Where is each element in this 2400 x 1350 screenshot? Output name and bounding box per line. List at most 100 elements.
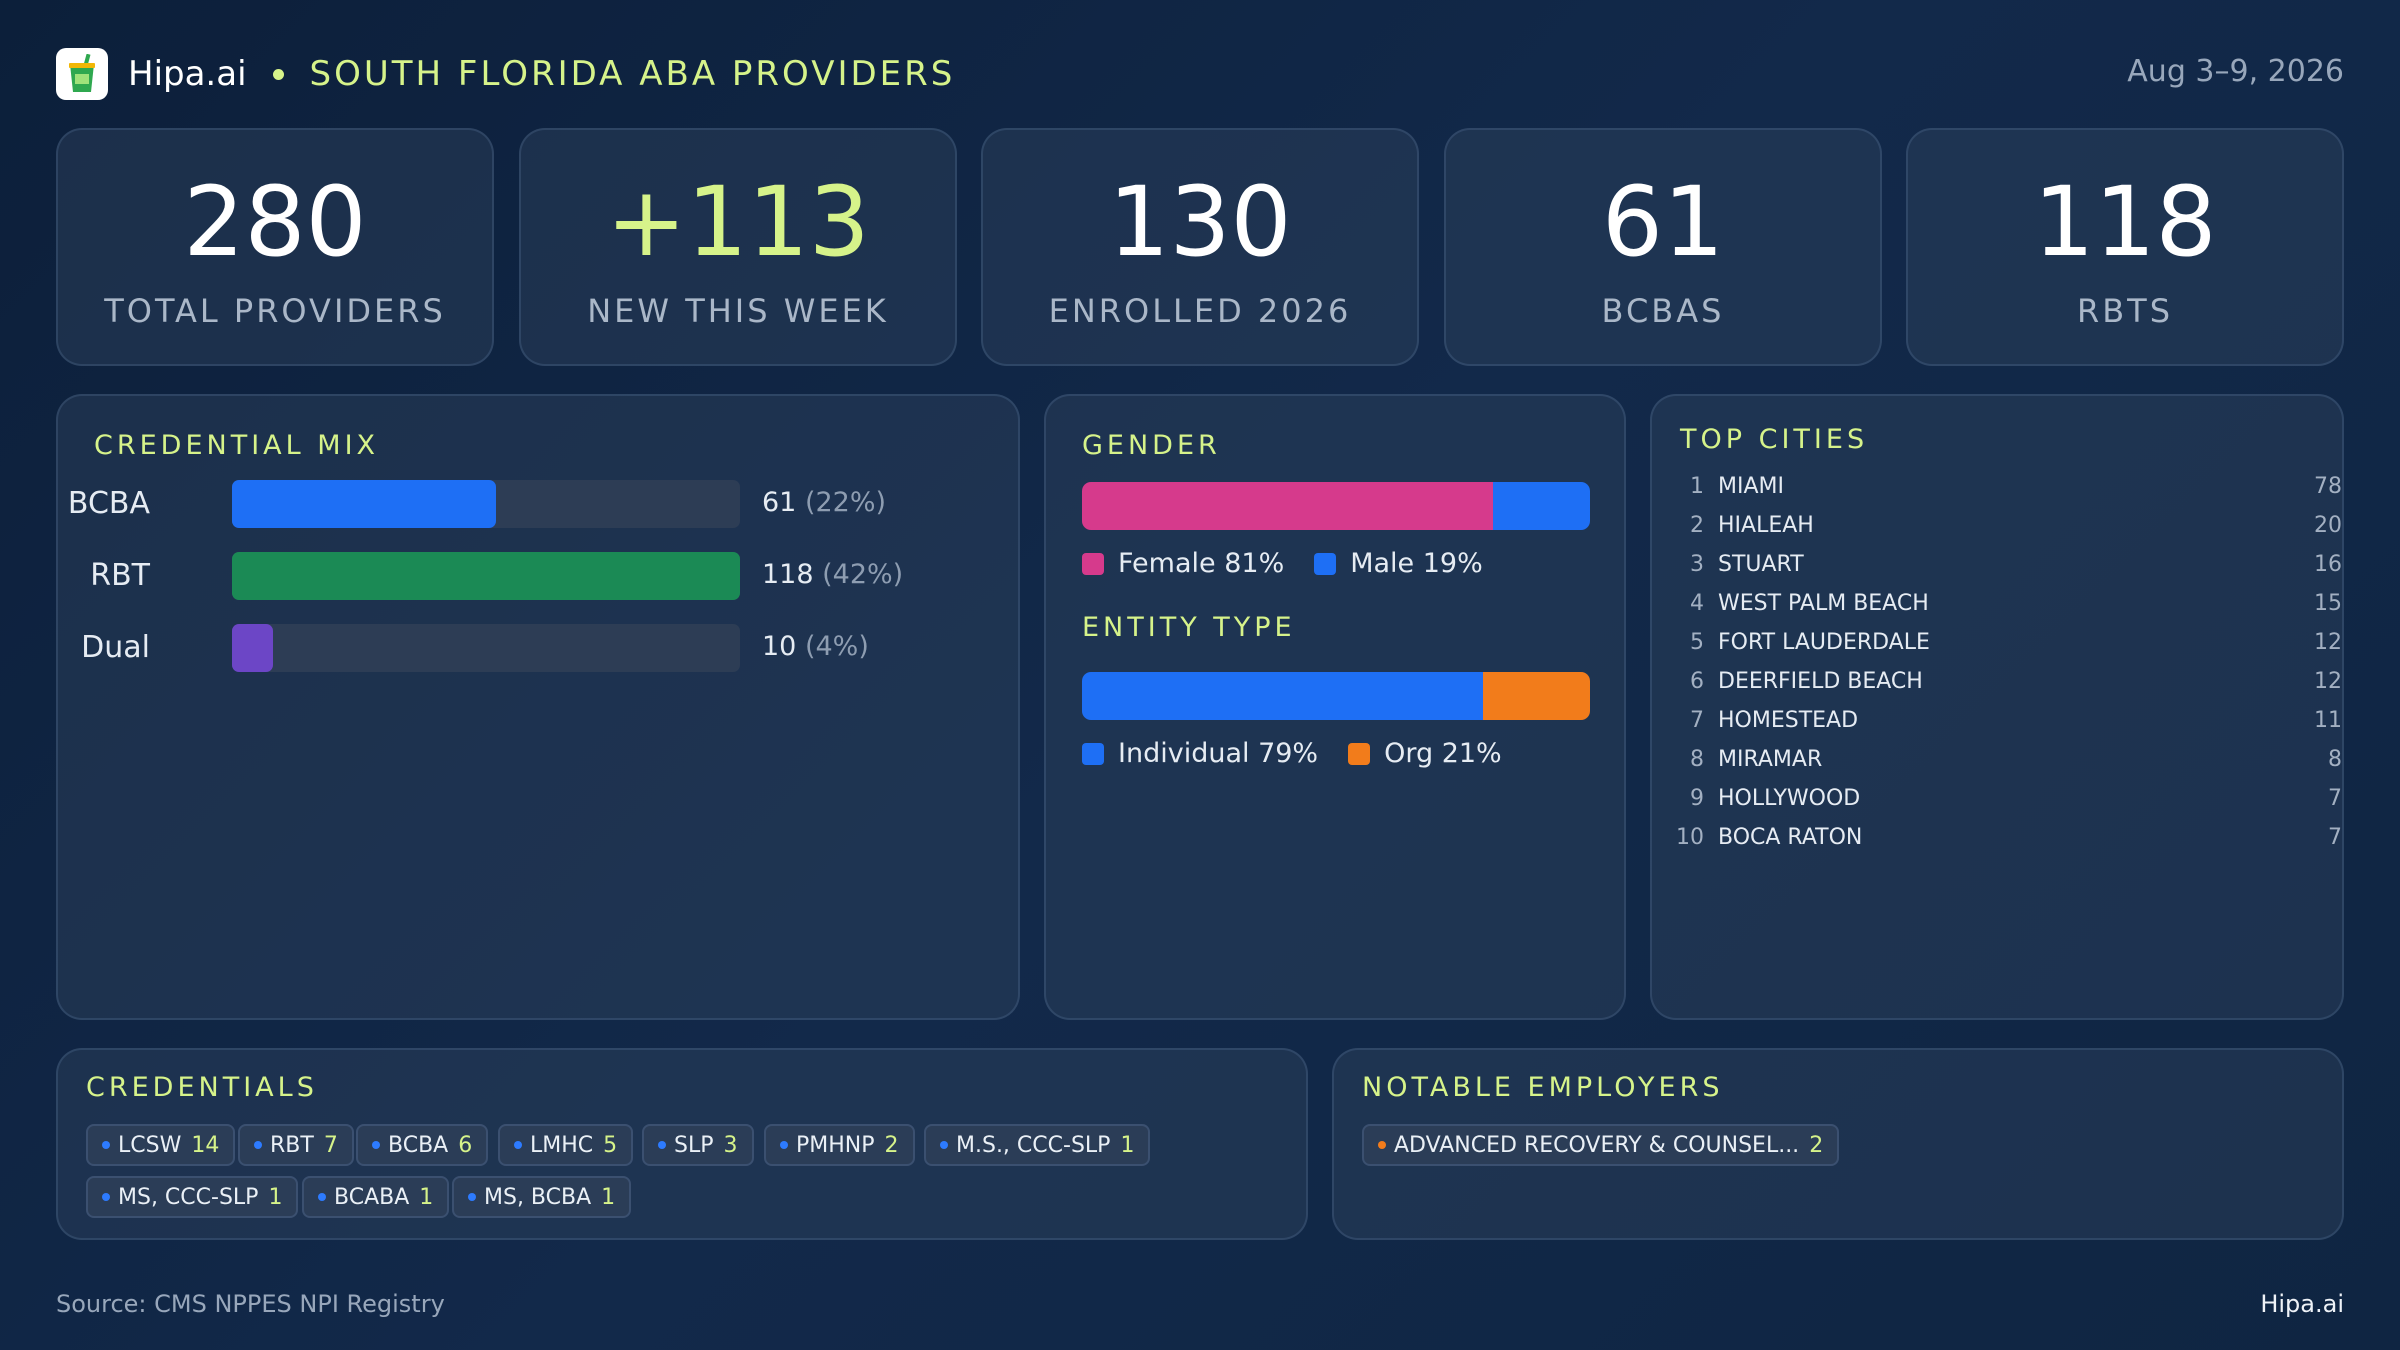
gender-stacked-bar xyxy=(1082,482,1590,530)
chip-dot-icon xyxy=(514,1141,522,1149)
chip-dot-icon xyxy=(318,1193,326,1201)
chip-label: MS, CCC-SLP xyxy=(118,1184,259,1210)
chip-dot-icon xyxy=(102,1141,110,1149)
entity-stacked-bar xyxy=(1082,672,1590,720)
credential-chip[interactable]: LMHC 5 xyxy=(498,1124,634,1166)
kpi-label: NEW THIS WEEK xyxy=(587,292,889,330)
chip-dot-icon xyxy=(468,1193,476,1201)
legend-label-individual: Individual 79% xyxy=(1118,738,1319,769)
city-rank: 10 xyxy=(1676,825,1704,850)
panel-title: NOTABLE EMPLOYERS xyxy=(1362,1072,1724,1103)
chip-label: LMHC xyxy=(530,1132,594,1158)
city-count: 12 xyxy=(2314,630,2342,655)
employer-chip[interactable]: ADVANCED RECOVERY & COUNSEL... 2 xyxy=(1362,1124,1840,1166)
bar-fill xyxy=(232,480,497,528)
chip-dot-icon xyxy=(940,1141,948,1149)
city-name: WEST PALM BEACH xyxy=(1718,591,1929,616)
credential-chip[interactable]: MS, CCC-SLP 1 xyxy=(86,1176,299,1218)
city-count: 20 xyxy=(2314,513,2342,538)
city-name: DEERFIELD BEACH xyxy=(1718,669,1923,694)
bar-label: Dual xyxy=(81,630,150,665)
city-count: 78 xyxy=(2314,474,2342,499)
city-count: 7 xyxy=(2328,786,2342,811)
chip-dot-icon xyxy=(372,1141,380,1149)
bar-track xyxy=(232,552,740,600)
kpi-value: +113 xyxy=(606,166,870,278)
city-rank: 6 xyxy=(1690,669,1704,694)
credential-chip[interactable]: MS, BCBA 1 xyxy=(452,1176,632,1218)
chip-count: 5 xyxy=(603,1132,618,1158)
chip-label: BCABA xyxy=(334,1184,410,1210)
chip-count: 2 xyxy=(1809,1132,1824,1158)
bar-label: RBT xyxy=(90,558,150,593)
chip-count: 3 xyxy=(723,1132,738,1158)
kpi-card-total-providers: 280 TOTAL PROVIDERS xyxy=(56,128,494,366)
chip-label: SLP xyxy=(674,1132,714,1158)
chip-count: 1 xyxy=(268,1184,283,1210)
legend-swatch-male xyxy=(1314,552,1337,575)
kpi-label: ENROLLED 2026 xyxy=(1048,292,1352,330)
credential-chip[interactable]: M.S., CCC-SLP 1 xyxy=(924,1124,1151,1166)
kpi-card-new-this-week: +113 NEW THIS WEEK xyxy=(519,128,957,366)
credential-chip[interactable]: SLP 3 xyxy=(642,1124,754,1166)
bar-value: 61 (22%) xyxy=(762,487,886,518)
legend-label-org: Org 21% xyxy=(1384,738,1502,769)
entity-type-title: ENTITY TYPE xyxy=(1082,612,1296,643)
city-row: 1 MIAMI 78 xyxy=(1680,474,2342,508)
legend-label-male: Male 19% xyxy=(1350,548,1483,579)
city-count: 11 xyxy=(2314,708,2342,733)
gender-title: GENDER xyxy=(1082,430,1221,461)
city-count: 12 xyxy=(2314,669,2342,694)
bar-percent: (42%) xyxy=(822,559,904,590)
panel-title: CREDENTIALS xyxy=(86,1072,318,1103)
credential-chip[interactable]: BCBA 6 xyxy=(356,1124,489,1166)
chip-label: M.S., CCC-SLP xyxy=(956,1132,1111,1158)
bar-count: 118 xyxy=(762,559,814,590)
city-row: 5 FORT LAUDERDALE 12 xyxy=(1680,630,2342,664)
city-row: 2 HIALEAH 20 xyxy=(1680,513,2342,547)
city-count: 7 xyxy=(2328,825,2342,850)
city-name: HOLLYWOOD xyxy=(1718,786,1861,811)
city-name: MIRAMAR xyxy=(1718,747,1823,772)
city-name: HIALEAH xyxy=(1718,513,1814,538)
chip-label: LCSW xyxy=(118,1132,182,1158)
credential-chip[interactable]: PMHNP 2 xyxy=(764,1124,915,1166)
bar-count: 61 xyxy=(762,487,797,518)
credential-chip[interactable]: RBT 7 xyxy=(238,1124,354,1166)
kpi-card-enrolled: 130 ENROLLED 2026 xyxy=(981,128,1419,366)
credential-mix-panel: CREDENTIAL MIX BCBA 61 (22%) RBT 118 (42… xyxy=(56,394,1020,1020)
kpi-value: 118 xyxy=(2033,166,2217,278)
credential-chip[interactable]: BCABA 1 xyxy=(302,1176,450,1218)
chip-label: BCBA xyxy=(388,1132,449,1158)
city-row: 10 BOCA RATON 7 xyxy=(1676,825,2342,859)
city-rank: 1 xyxy=(1690,474,1704,499)
chip-label: MS, BCBA xyxy=(484,1184,592,1210)
chip-dot-icon xyxy=(102,1193,110,1201)
kpi-value: 280 xyxy=(183,166,367,278)
credential-chip[interactable]: LCSW 14 xyxy=(86,1124,236,1166)
panel-title: CREDENTIAL MIX xyxy=(94,430,380,461)
city-name: BOCA RATON xyxy=(1718,825,1863,850)
chip-dot-icon xyxy=(254,1141,262,1149)
kpi-card-bcbas: 61 BCBAS xyxy=(1444,128,1882,366)
city-list: 1 MIAMI 78 2 HIALEAH 20 3 STUART 16 4 WEST PALM… xyxy=(1676,474,2342,874)
legend-swatch-org xyxy=(1348,742,1371,765)
city-rank: 3 xyxy=(1690,552,1704,577)
kpi-card-rbts: 118 RBTS xyxy=(1906,128,2344,366)
bar-percent: (4%) xyxy=(804,631,869,662)
page-title: SOUTH FLORIDA ABA PROVIDERS xyxy=(309,54,956,94)
chip-count: 14 xyxy=(191,1132,220,1158)
city-count: 15 xyxy=(2314,591,2342,616)
bar-track xyxy=(232,480,740,528)
city-row: 9 HOLLYWOOD 7 xyxy=(1680,786,2342,820)
chip-count: 2 xyxy=(884,1132,899,1158)
chip-label: ADVANCED RECOVERY & COUNSEL... xyxy=(1394,1132,1800,1158)
entity-segment-org xyxy=(1483,672,1590,720)
gender-legend: Female 81% Male 19% xyxy=(1082,548,1483,579)
top-cities-panel: TOP CITIES 1 MIAMI 78 2 HIALEAH 20 3 STUART 16… xyxy=(1650,394,2344,1020)
chip-count: 6 xyxy=(458,1132,473,1158)
gender-segment-female xyxy=(1082,482,1494,530)
header: Hipa.ai SOUTH FLORIDA ABA PROVIDERS xyxy=(56,46,955,102)
bar-value: 118 (42%) xyxy=(762,559,903,590)
city-row: 7 HOMESTEAD 11 xyxy=(1680,708,2342,742)
